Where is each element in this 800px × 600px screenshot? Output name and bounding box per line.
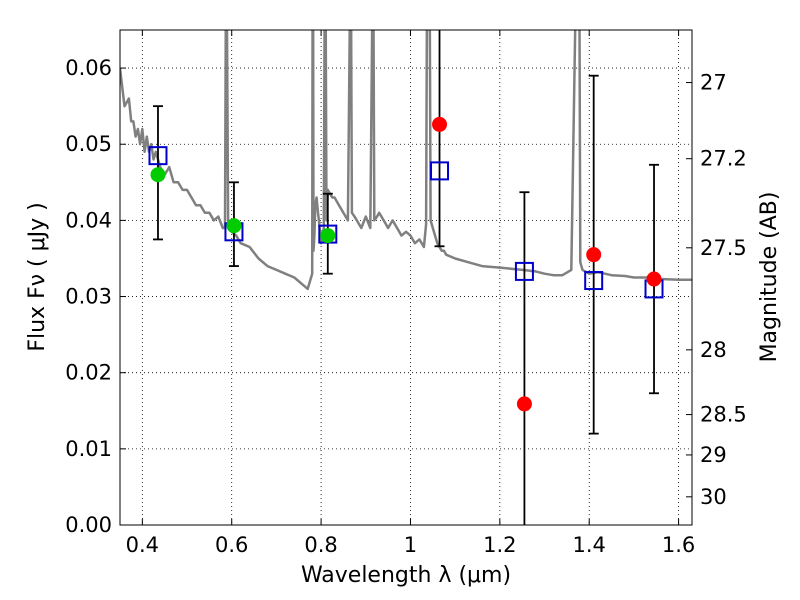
x-tick-label: 0.4 bbox=[126, 533, 159, 557]
right-axis-ticks: 27 27.2 27.5 28 28.5 29 30 bbox=[686, 71, 747, 509]
y-tick-label: 0.02 bbox=[65, 361, 112, 385]
optical-point bbox=[226, 218, 242, 234]
right-tick-label: 28 bbox=[700, 338, 727, 362]
nir-point bbox=[516, 396, 532, 412]
right-tick-label: 29 bbox=[700, 443, 727, 467]
optical-point bbox=[150, 167, 166, 183]
x-tick-label: 1.4 bbox=[573, 533, 606, 557]
x-tick-label: 1 bbox=[404, 533, 417, 557]
plot-area bbox=[120, 30, 692, 525]
y-tick-label: 0.01 bbox=[65, 437, 112, 461]
x-axis-ticks: 0.4 0.6 0.8 1 1.2 1.4 1.6 bbox=[126, 30, 695, 557]
x-tick-label: 0.6 bbox=[215, 533, 248, 557]
right-tick-label: 27 bbox=[700, 71, 727, 95]
model-layer bbox=[120, 30, 692, 291]
plot-frame bbox=[119, 29, 693, 526]
right-tick-label: 28.5 bbox=[700, 403, 747, 427]
x-tick-label: 1.6 bbox=[662, 533, 695, 557]
y-tick-label: 0.06 bbox=[65, 56, 112, 80]
y-tick-label: 0.05 bbox=[65, 132, 112, 156]
model-point-square bbox=[430, 161, 450, 181]
y-axis-ticks: 0.00 0.01 0.02 0.03 0.04 0.05 0.06 bbox=[65, 56, 126, 537]
y-tick-label: 0.00 bbox=[65, 513, 112, 537]
y-tick-label: 0.03 bbox=[65, 285, 112, 309]
nir-point bbox=[646, 271, 662, 287]
x-axis-label: Wavelength λ (μm) bbox=[301, 563, 511, 588]
nir-point bbox=[586, 247, 602, 263]
right-axis-label: Magnitude (AB) bbox=[757, 192, 782, 363]
observed-photometry-points bbox=[150, 116, 662, 412]
model-point-square bbox=[148, 146, 168, 166]
y-tick-label: 0.04 bbox=[65, 208, 112, 232]
y-axis-label: Flux Fν ( μJy ) bbox=[25, 202, 50, 351]
model-point-square bbox=[514, 261, 534, 281]
right-tick-label: 27.5 bbox=[700, 236, 747, 260]
right-tick-label: 27.2 bbox=[700, 147, 747, 171]
optical-point bbox=[320, 228, 336, 244]
x-tick-label: 1.2 bbox=[483, 533, 516, 557]
nir-point bbox=[432, 116, 448, 132]
model-point-square bbox=[584, 271, 604, 291]
right-tick-label: 30 bbox=[700, 485, 727, 509]
model-sed-line bbox=[120, 30, 692, 291]
x-tick-label: 0.8 bbox=[304, 533, 337, 557]
